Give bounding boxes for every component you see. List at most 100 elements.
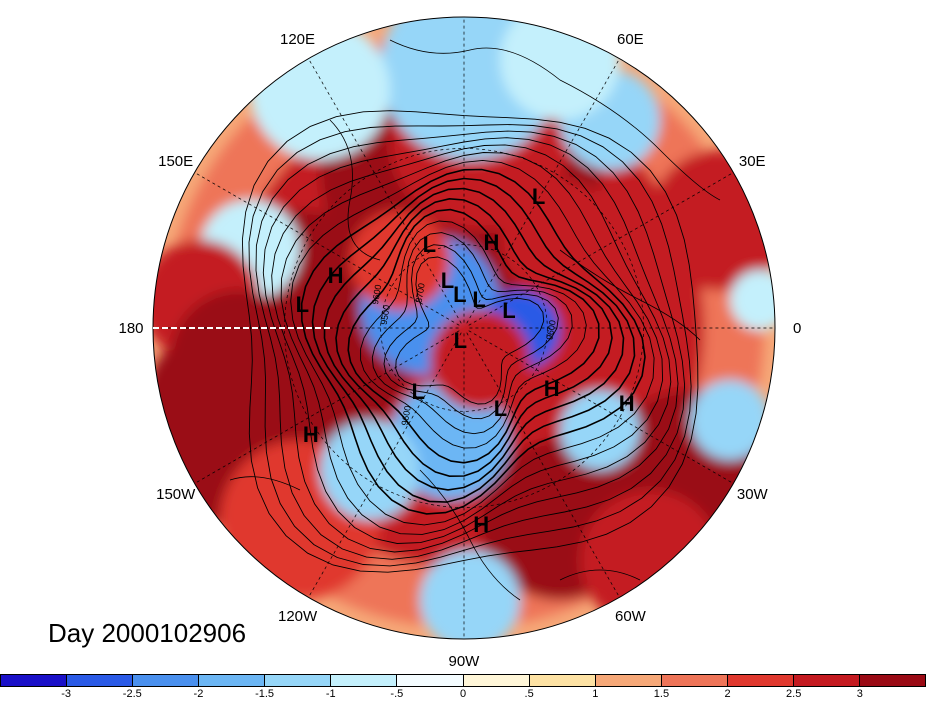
coastline — [389, 39, 721, 201]
low-pressure-marker: L — [472, 286, 486, 312]
longitude-label: 90W — [448, 652, 480, 670]
high-pressure-marker: H — [483, 230, 500, 256]
colorbar-tick-label: 2 — [724, 688, 731, 700]
height-contour — [371, 232, 573, 435]
height-contour — [300, 168, 646, 515]
coastline — [329, 119, 381, 261]
meridian — [308, 332, 462, 598]
longitude-label: 150E — [158, 153, 194, 170]
colorbar-segment — [1, 675, 68, 686]
low-pressure-marker: L — [531, 183, 546, 209]
low-pressure-marker: L — [422, 232, 437, 258]
height-contour — [347, 208, 600, 464]
low-pressure-marker: L — [295, 292, 310, 318]
low-pressure-marker: L — [453, 328, 468, 354]
longitude-label: 60W — [615, 607, 646, 625]
colorbar-segment — [860, 675, 926, 686]
anomaly-blob — [350, 210, 450, 310]
colorbar-tick-label: 3 — [856, 688, 863, 700]
contour-label: 8700 — [413, 282, 426, 303]
colorbar-tick-label: -2 — [193, 688, 204, 700]
day-label: Day 2000102906 — [48, 618, 247, 648]
colorbar-tick-label: -2.5 — [122, 688, 142, 700]
colorbar-segment — [265, 675, 332, 686]
colorbar-tick-label: 0 — [459, 688, 467, 700]
longitude-label: 30E — [738, 153, 766, 170]
high-pressure-marker: H — [473, 512, 490, 538]
colorbar-segment — [67, 675, 134, 686]
meridian — [466, 332, 620, 598]
colorbar-tick-label: 1 — [592, 688, 599, 700]
height-contour — [280, 152, 664, 535]
anomaly-blob — [500, 17, 620, 120]
longitude-label: 0 — [793, 319, 802, 337]
low-pressure-marker: L — [493, 395, 508, 421]
contour-label: 9600 — [400, 405, 413, 426]
meridian — [468, 330, 734, 484]
longitude-label: 120W — [278, 607, 318, 625]
height-contour — [395, 256, 545, 405]
longitude-label: 180 — [118, 319, 144, 337]
high-pressure-marker: H — [543, 376, 560, 402]
high-pressure-marker: H — [618, 390, 635, 416]
longitude-label: 30W — [736, 486, 768, 503]
contour-label: 9600 — [370, 284, 383, 305]
meridian — [468, 172, 734, 326]
longitude-label: 90E — [451, 0, 478, 4]
graticule — [153, 17, 775, 639]
parallel — [284, 148, 644, 508]
colorbar-tick-label: 1.5 — [653, 688, 670, 700]
height-contour — [255, 130, 686, 560]
colorbar-segment — [661, 675, 728, 686]
anomaly-field — [153, 17, 775, 639]
meridian — [466, 58, 620, 324]
height-contour — [248, 124, 692, 567]
meridian — [194, 172, 460, 326]
height-contour — [262, 137, 679, 553]
colorbar-tick-label: -1 — [325, 688, 336, 700]
colorbar-tick-label: 2.5 — [786, 688, 802, 700]
colorbar-segment — [397, 675, 464, 686]
coastline — [229, 476, 301, 491]
low-pressure-marker: L — [411, 378, 425, 404]
height-contour — [335, 197, 613, 478]
contour-label: 9600 — [544, 319, 557, 340]
anomaly-blob — [170, 290, 310, 430]
anomaly-blob — [560, 390, 640, 470]
colorbar-segment — [727, 675, 794, 686]
high-pressure-marker: H — [302, 422, 319, 448]
height-contour — [360, 220, 587, 449]
colorbar-tick-label: -.5 — [390, 688, 404, 700]
anomaly-blob — [420, 550, 520, 639]
longitude-label: 150W — [156, 486, 196, 503]
low-pressure-marker: L — [453, 282, 467, 308]
anomaly-blob — [730, 270, 775, 330]
parallel — [380, 244, 548, 412]
high-pressure-marker: H — [327, 263, 344, 289]
colorbar-segment — [133, 675, 200, 686]
coastline — [559, 249, 701, 341]
anomaly-blob — [430, 310, 530, 410]
contour-label: 9500 — [379, 304, 392, 325]
height-contour — [241, 110, 699, 573]
longitude-label: 120E — [280, 31, 316, 49]
height-contour — [290, 159, 655, 526]
meridian — [308, 58, 462, 324]
anomaly-blob — [320, 420, 420, 520]
colorbar-segment — [793, 675, 861, 686]
colorbar-tick-label: .5 — [524, 688, 534, 700]
height-contour — [323, 187, 625, 491]
anomaly-blob — [580, 490, 720, 630]
colorbar-segment — [463, 675, 530, 686]
anomaly-blob — [690, 380, 770, 460]
colorbar-segment — [529, 675, 596, 686]
colorbar-tick-label: -1.5 — [255, 688, 275, 700]
anomaly-blob — [250, 20, 390, 160]
colorbar — [0, 674, 926, 687]
height-contour — [311, 177, 636, 503]
low-pressure-marker: L — [502, 298, 516, 324]
longitude-label: 60E — [617, 31, 644, 49]
colorbar-segment — [199, 675, 266, 686]
